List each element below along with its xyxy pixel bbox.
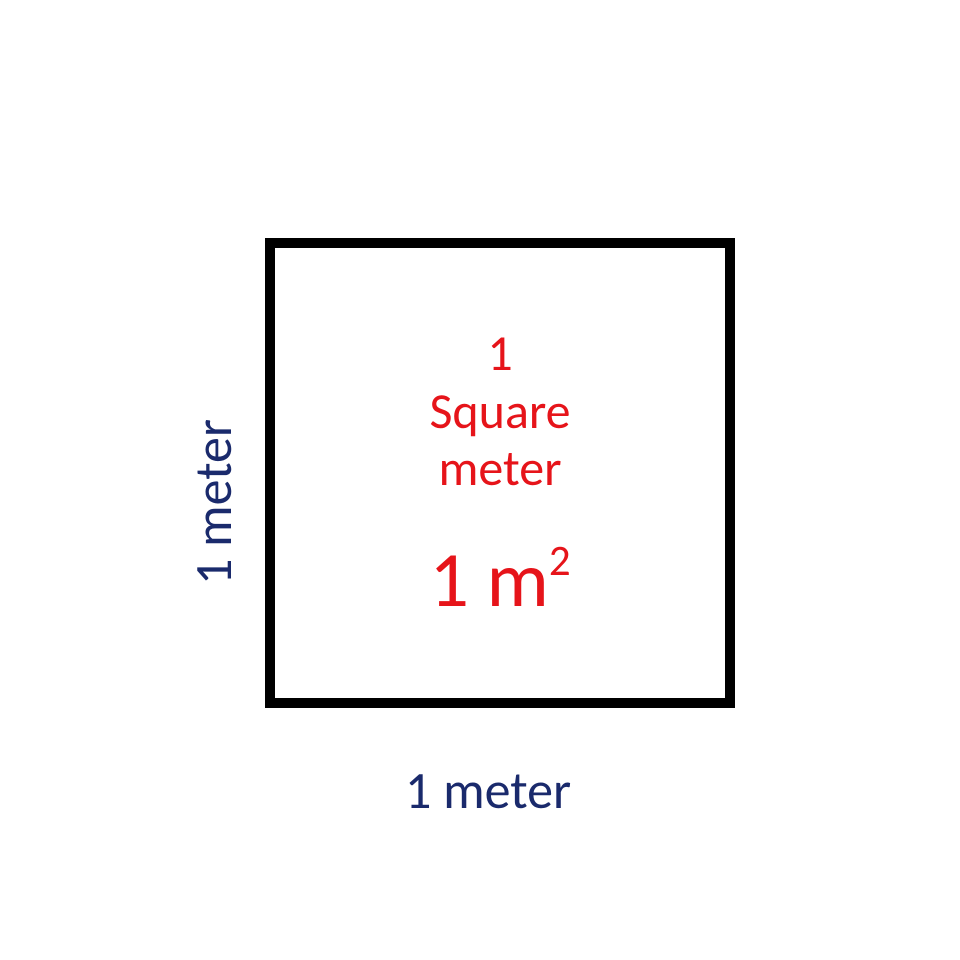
area-formula: 1 m2 [265, 532, 735, 627]
formula-exponent: 2 [549, 534, 571, 587]
description-line-3: meter [265, 440, 735, 498]
formula-base: 1 m [429, 532, 548, 627]
bottom-side-label: 1 meter [405, 758, 571, 822]
left-side-label: 1 meter [181, 419, 245, 585]
description-line-2: Square [265, 383, 735, 441]
square-description: 1 Square meter [265, 325, 735, 498]
description-line-1: 1 [265, 325, 735, 383]
